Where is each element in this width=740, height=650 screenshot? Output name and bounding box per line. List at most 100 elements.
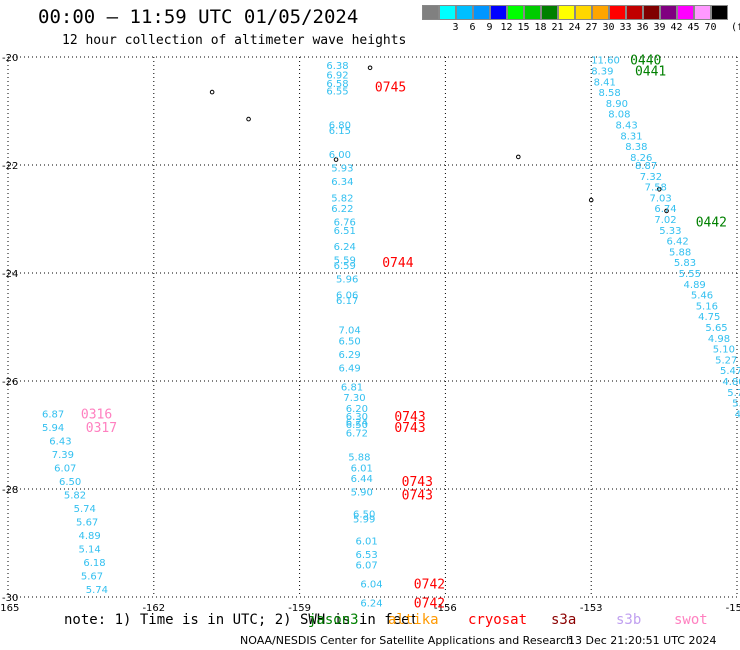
x-tick-label: -162 bbox=[142, 603, 165, 614]
wave-height-value: 6.55 bbox=[326, 86, 348, 97]
wave-height-value: 6.24 bbox=[334, 242, 356, 253]
legend-swatch bbox=[592, 5, 609, 20]
legend-unit-label: (ft) bbox=[731, 22, 740, 33]
wave-height-value: 6.07 bbox=[355, 561, 377, 572]
y-tick-label: -20 bbox=[2, 53, 18, 64]
wave-height-value: 6.50 bbox=[338, 337, 360, 348]
wave-height-value: 6.30 bbox=[346, 412, 368, 423]
wave-height-value: 6.04 bbox=[360, 580, 382, 591]
y-tick-label: -26 bbox=[2, 377, 18, 388]
pass-time-label: 0440 bbox=[630, 54, 661, 69]
wave-height-value: 6.18 bbox=[83, 558, 105, 569]
wave-height-value: 5.90 bbox=[351, 488, 373, 499]
wave-height-value: 7.32 bbox=[640, 172, 662, 183]
wave-height-value: 6.42 bbox=[667, 237, 689, 248]
wave-height-value: 8.26 bbox=[630, 153, 652, 164]
y-tick-label: -22 bbox=[2, 161, 18, 172]
mission-label-jason3: jason3 bbox=[308, 612, 359, 628]
legend-swatch bbox=[711, 5, 728, 20]
mission-label-s3b: s3b bbox=[616, 612, 642, 628]
island-outline bbox=[656, 187, 662, 192]
wave-height-value: 6.29 bbox=[338, 350, 360, 361]
pass-time-label: 0743 bbox=[394, 421, 425, 436]
wave-height-value: 5.59 bbox=[334, 256, 356, 267]
legend-label: 39 bbox=[653, 22, 666, 33]
wave-height-value: 8.43 bbox=[616, 121, 638, 132]
legend-label: 30 bbox=[602, 22, 615, 33]
wave-height-value: 5.96 bbox=[336, 274, 358, 285]
legend-swatch bbox=[575, 5, 592, 20]
pass-time-label: 0442 bbox=[696, 216, 727, 231]
x-tick-label: -159 bbox=[288, 603, 311, 614]
wave-height-value: 5.88 bbox=[669, 247, 691, 258]
wave-height-value: 6.06 bbox=[336, 291, 358, 302]
wave-height-value: 6.76 bbox=[334, 218, 356, 229]
legend-label: 15 bbox=[517, 22, 530, 33]
wave-height-value: 5.14 bbox=[78, 544, 100, 555]
legend-label: 45 bbox=[687, 22, 700, 33]
wave-height-value: 5.93 bbox=[331, 164, 353, 175]
legend-label: 12 bbox=[500, 22, 513, 33]
legend-swatch bbox=[541, 5, 558, 20]
wave-height-value: 5.33 bbox=[659, 226, 681, 237]
wave-height-value: 5.74 bbox=[727, 388, 740, 399]
wave-height-value: 5.83 bbox=[674, 258, 696, 269]
wave-height-value: 6.81 bbox=[341, 382, 363, 393]
legend-swatch bbox=[558, 5, 575, 20]
wave-height-value: 6.17 bbox=[336, 296, 358, 307]
wave-height-value: 4.75 bbox=[698, 312, 720, 323]
wave-height-value: 6.51 bbox=[334, 226, 356, 237]
legend-swatch bbox=[422, 5, 439, 20]
wave-height-value: 7.30 bbox=[343, 393, 365, 404]
wave-height-value: 6.38 bbox=[326, 61, 348, 72]
wave-height-value: 4.80 bbox=[722, 377, 740, 388]
pass-time-label: 0743 bbox=[402, 475, 433, 490]
wave-height-value: 5.67 bbox=[76, 517, 98, 528]
legend-swatch bbox=[507, 5, 524, 20]
wave-height-value: 6.01 bbox=[351, 463, 373, 474]
pass-time-label: 0743 bbox=[394, 410, 425, 425]
wave-height-value: 7.04 bbox=[338, 326, 360, 337]
wave-height-value: 6.80 bbox=[329, 121, 351, 132]
wave-height-value: 11.60 bbox=[591, 56, 620, 67]
wave-height-value: 5.10 bbox=[713, 345, 735, 356]
wave-height-value: 5.82 bbox=[331, 193, 353, 204]
wave-height-value: 8.87 bbox=[635, 161, 657, 172]
wave-height-value: 8.39 bbox=[591, 67, 613, 78]
legend-swatch bbox=[439, 5, 456, 20]
wave-height-value: 4.89 bbox=[78, 531, 100, 542]
wave-height-value: 4.98 bbox=[708, 334, 730, 345]
legend-label: 70 bbox=[704, 22, 717, 33]
wave-height-value: 5.47 bbox=[720, 366, 740, 377]
footer-credit: NOAA/NESDIS Center for Satellite Applica… bbox=[240, 634, 574, 647]
wave-height-value: 7.58 bbox=[645, 183, 667, 194]
wave-height-value: 6.53 bbox=[355, 550, 377, 561]
chart-subtitle: 12 hour collection of altimeter wave hei… bbox=[62, 33, 407, 48]
legend-swatch bbox=[643, 5, 660, 20]
pass-time-label: 0317 bbox=[86, 421, 117, 436]
y-tick-label: -24 bbox=[2, 269, 18, 280]
wave-height-value: 8.38 bbox=[625, 142, 647, 153]
wave-height-value: 6.49 bbox=[338, 364, 360, 375]
wave-height-value: 6.50 bbox=[346, 420, 368, 431]
legend-label: 21 bbox=[551, 22, 564, 33]
wave-height-value: 5.16 bbox=[696, 301, 718, 312]
wave-height-value: 5.46 bbox=[691, 291, 713, 302]
mission-label-s3a: s3a bbox=[551, 612, 577, 628]
wave-height-value: 6.15 bbox=[329, 126, 351, 137]
wave-height-value: 6.87 bbox=[42, 409, 64, 420]
wave-height-value: 6.07 bbox=[54, 463, 76, 474]
pass-time-label: 0745 bbox=[375, 81, 406, 96]
legend-swatch bbox=[490, 5, 507, 20]
wave-height-value: 6.58 bbox=[326, 79, 348, 90]
wave-height-value: 5.18 bbox=[732, 399, 740, 410]
wave-height-value: 6.72 bbox=[346, 428, 368, 439]
pass-time-label: 0316 bbox=[81, 407, 112, 422]
wave-height-value: 8.58 bbox=[598, 88, 620, 99]
legend-label: 6 bbox=[469, 22, 476, 33]
pass-time-label: 0743 bbox=[402, 488, 433, 503]
footer-timestamp: 13 Dec 21:20:51 UTC 2024 bbox=[568, 634, 717, 647]
wave-height-value: 8.08 bbox=[608, 110, 630, 121]
wave-height-value: 5.88 bbox=[348, 453, 370, 464]
